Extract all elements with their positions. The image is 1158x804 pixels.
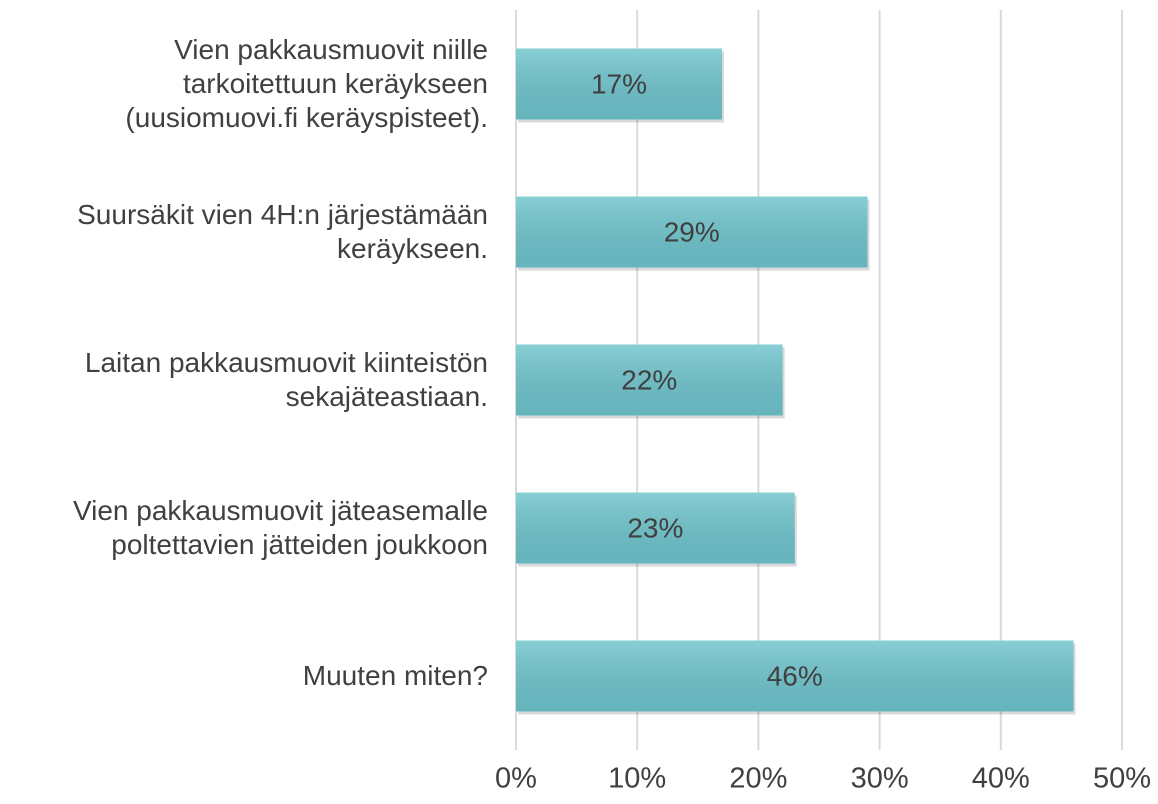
x-tick-label: 10% — [608, 763, 666, 795]
x-tick-label: 30% — [851, 763, 909, 795]
data-label: 46% — [767, 660, 823, 691]
y-tick-label: Laitan pakkausmuovit kiinteistön sekajät… — [84, 347, 488, 412]
y-tick-label: Vien pakkausmuovit jäteasemalle poltetta… — [72, 495, 488, 560]
y-tick-label: Vien pakkausmuovit niille tarkoitettuun … — [125, 34, 488, 133]
data-label: 23% — [627, 512, 683, 543]
data-label: 22% — [621, 364, 677, 395]
bar-shade — [516, 640, 1074, 712]
y-tick-label: Muuten miten? — [302, 660, 488, 691]
bar-shade — [516, 492, 795, 564]
x-tick-label: 40% — [972, 763, 1030, 795]
bar-shade — [516, 48, 723, 120]
data-label: 17% — [591, 68, 647, 99]
x-tick-label: 0% — [495, 763, 537, 795]
bar-shade — [516, 196, 868, 268]
y-tick-label: Suursäkit vien 4H:n järjestämään keräyks… — [77, 199, 488, 264]
data-label: 29% — [664, 216, 720, 247]
bar-shade — [516, 344, 783, 416]
x-tick-label: 50% — [1093, 763, 1151, 795]
x-tick-label: 20% — [729, 763, 787, 795]
